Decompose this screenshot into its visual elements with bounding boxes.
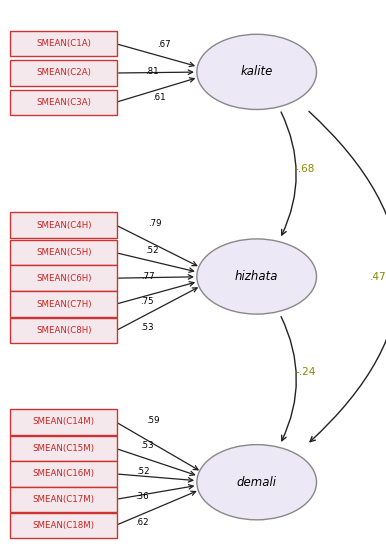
Text: kalite: kalite bbox=[240, 65, 273, 79]
FancyBboxPatch shape bbox=[10, 461, 117, 487]
Text: .79: .79 bbox=[149, 220, 162, 228]
FancyBboxPatch shape bbox=[10, 513, 117, 538]
Text: SMEAN(C5H): SMEAN(C5H) bbox=[36, 248, 91, 257]
Text: SMEAN(C1A): SMEAN(C1A) bbox=[36, 39, 91, 48]
Text: SMEAN(C14M): SMEAN(C14M) bbox=[33, 418, 95, 426]
Text: SMEAN(C8H): SMEAN(C8H) bbox=[36, 326, 91, 335]
Text: .53: .53 bbox=[140, 441, 154, 450]
Text: .62: .62 bbox=[135, 518, 149, 526]
Text: .47: .47 bbox=[370, 272, 386, 281]
Text: SMEAN(C4H): SMEAN(C4H) bbox=[36, 221, 91, 229]
Text: demali: demali bbox=[237, 476, 277, 489]
Text: SMEAN(C17M): SMEAN(C17M) bbox=[33, 495, 95, 504]
Text: .59: .59 bbox=[146, 416, 159, 425]
FancyBboxPatch shape bbox=[10, 240, 117, 265]
Ellipse shape bbox=[197, 445, 317, 520]
FancyBboxPatch shape bbox=[10, 291, 117, 317]
Text: SMEAN(C2A): SMEAN(C2A) bbox=[36, 69, 91, 77]
Text: .81: .81 bbox=[145, 67, 158, 76]
Text: .77: .77 bbox=[141, 272, 154, 281]
Text: SMEAN(C6H): SMEAN(C6H) bbox=[36, 274, 91, 283]
FancyBboxPatch shape bbox=[10, 487, 117, 512]
Text: .52: .52 bbox=[145, 246, 158, 255]
FancyBboxPatch shape bbox=[10, 265, 117, 291]
Text: .52: .52 bbox=[136, 467, 149, 476]
Text: .36: .36 bbox=[135, 492, 149, 501]
FancyBboxPatch shape bbox=[10, 409, 117, 435]
Text: SMEAN(C15M): SMEAN(C15M) bbox=[33, 444, 95, 453]
Text: SMEAN(C3A): SMEAN(C3A) bbox=[36, 98, 91, 107]
Text: -.68: -.68 bbox=[295, 164, 315, 174]
Text: .53: .53 bbox=[140, 323, 154, 332]
Text: .67: .67 bbox=[157, 40, 171, 49]
Text: -.24: -.24 bbox=[296, 367, 316, 377]
FancyBboxPatch shape bbox=[10, 436, 117, 461]
Text: SMEAN(C7H): SMEAN(C7H) bbox=[36, 300, 91, 309]
FancyBboxPatch shape bbox=[10, 31, 117, 56]
FancyBboxPatch shape bbox=[10, 318, 117, 343]
FancyBboxPatch shape bbox=[10, 212, 117, 238]
Text: hizhata: hizhata bbox=[235, 270, 278, 283]
Text: .75: .75 bbox=[140, 298, 154, 306]
FancyBboxPatch shape bbox=[10, 60, 117, 86]
Ellipse shape bbox=[197, 239, 317, 314]
Ellipse shape bbox=[197, 34, 317, 109]
FancyBboxPatch shape bbox=[10, 90, 117, 115]
Text: SMEAN(C18M): SMEAN(C18M) bbox=[33, 521, 95, 530]
Text: .61: .61 bbox=[152, 93, 165, 102]
Text: SMEAN(C16M): SMEAN(C16M) bbox=[33, 469, 95, 478]
